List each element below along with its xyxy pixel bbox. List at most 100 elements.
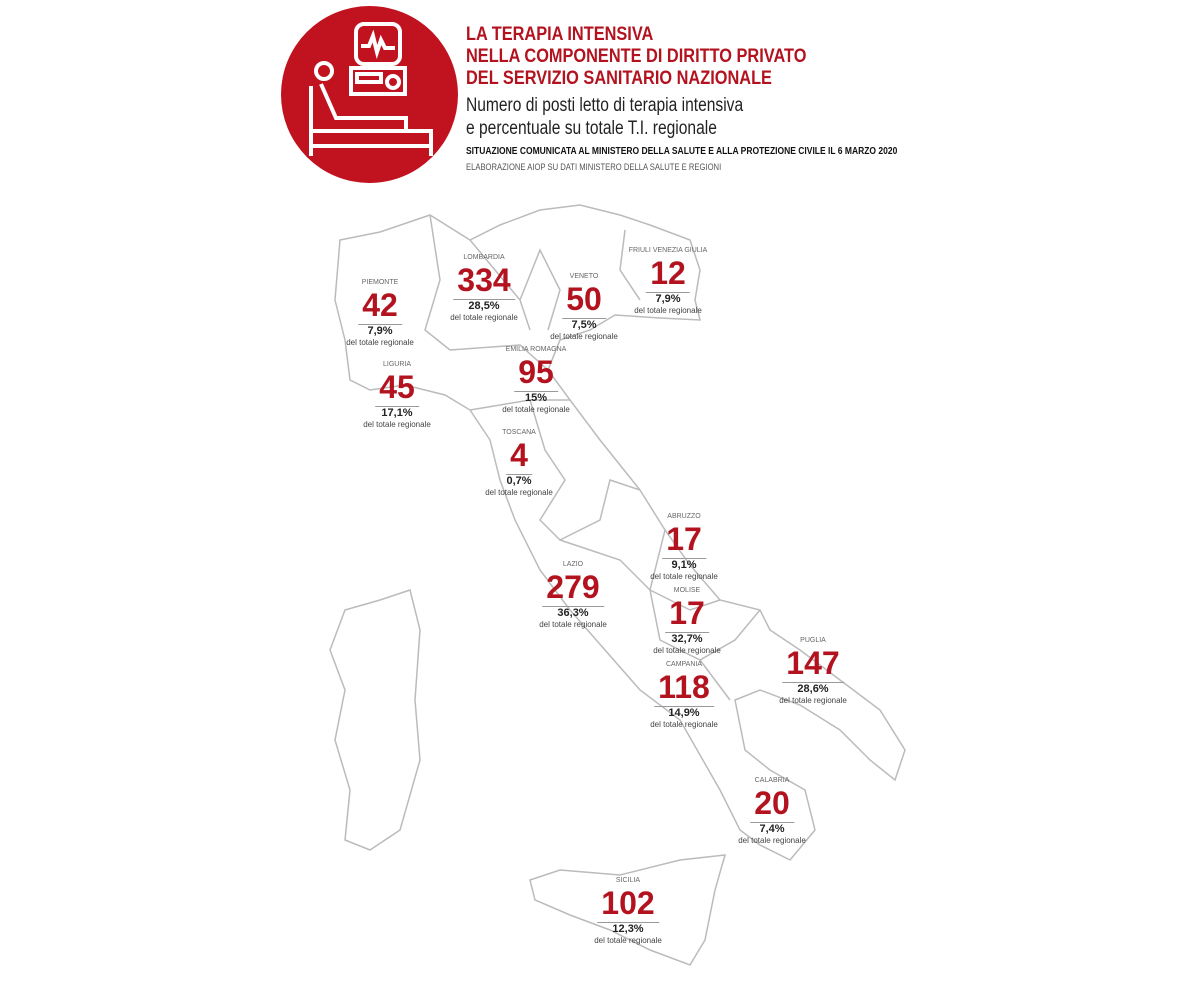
bed-count-row: 95 [502, 354, 570, 392]
subtitle-line: Numero di posti letto di terapia intensi… [466, 95, 744, 116]
bed-count: 4 [506, 437, 532, 475]
bed-count-row: 4 [485, 437, 553, 475]
region-name: LIGURIA [382, 361, 412, 368]
bed-count-row: 147 [779, 645, 847, 683]
region-label-emilia-romagna: EMILIA ROMAGNA 95 15% del totale regionale [502, 345, 570, 415]
percentage: 12,3% [612, 923, 644, 935]
region-name: EMILIA ROMAGNA [505, 346, 567, 353]
bed-count: 20 [750, 785, 794, 823]
subtitle-line: e percentuale su totale T.I. regionale [466, 118, 717, 139]
bed-count-row: 12 [629, 255, 708, 293]
region-label-lombardia: LOMBARDIA 334 28,5% del totale regionale [450, 253, 518, 323]
percentage-note: del totale regionale [485, 488, 553, 497]
percentage: 0,7% [506, 475, 532, 487]
bed-count-row: 45 [363, 369, 431, 407]
bed-count: 45 [375, 369, 419, 407]
percentage-note: del totale regionale [650, 572, 718, 581]
bed-count-row: 50 [550, 281, 618, 319]
percentage-note: del totale regionale [650, 720, 718, 729]
bed-count: 95 [514, 354, 558, 392]
region-borders [424, 214, 761, 701]
bed-count: 118 [654, 669, 714, 707]
percentage: 7,9% [367, 325, 393, 337]
percentage-note: del totale regionale [450, 313, 518, 322]
region-label-veneto: VENETO 50 7,5% del totale regionale [550, 272, 618, 342]
region-label-campania: CAMPANIA 118 14,9% del totale regionale [650, 660, 718, 730]
percentage-note: del totale regionale [346, 338, 414, 347]
percentage-note: del totale regionale [363, 420, 431, 429]
region-label-toscana: TOSCANA 4 0,7% del totale regionale [485, 428, 553, 498]
bed-count-row: 17 [650, 521, 718, 559]
region-name: SICILIA [615, 877, 641, 884]
percentage: 9,1% [671, 559, 697, 571]
percentage-note: del totale regionale [634, 306, 702, 315]
bed-count: 102 [597, 885, 659, 923]
percentage-note: del totale regionale [539, 620, 607, 629]
region-label-liguria: LIGURIA 45 17,1% del totale regionale [363, 360, 431, 430]
bed-count: 17 [662, 521, 706, 559]
percentage-note: del totale regionale [779, 696, 847, 705]
region-name: CAMPANIA [665, 661, 703, 668]
bed-count-row: 102 [594, 885, 662, 923]
bed-count: 50 [562, 281, 606, 319]
page-title: LA TERAPIA INTENSIVA NELLA COMPONENTE DI… [466, 24, 806, 90]
region-name: LOMBARDIA [463, 254, 505, 261]
region-label-sicilia: SICILIA 102 12,3% del totale regionale [594, 876, 662, 946]
percentage: 36,3% [557, 607, 589, 619]
mainland-outline [334, 204, 906, 861]
percentage: 14,9% [668, 707, 700, 719]
percentage: 32,7% [671, 633, 703, 645]
region-name: PIEMONTE [361, 279, 399, 286]
bed-count-row: 279 [539, 569, 607, 607]
percentage: 7,5% [571, 319, 597, 331]
bed-count-row: 20 [738, 785, 806, 823]
bed-count: 279 [542, 569, 604, 607]
subtitle: Numero di posti letto di terapia intensi… [466, 94, 743, 140]
region-label-friuli-venezia-giulia: FRIULI VENEZIA GIULIA 12 7,9% del totale re… [629, 246, 708, 316]
bed-count-row: 118 [650, 669, 718, 707]
percentage: 15% [524, 392, 548, 404]
region-name: MOLISE [673, 587, 701, 594]
sardinia-outline [329, 589, 421, 851]
bed-count: 42 [358, 287, 402, 325]
region-name: CALABRIA [754, 777, 790, 784]
percentage-note: del totale regionale [738, 836, 806, 845]
title-line: LA TERAPIA INTENSIVA [466, 24, 654, 45]
bed-count-row: 42 [346, 287, 414, 325]
sicily-outline [529, 854, 727, 966]
region-name: VENETO [569, 273, 599, 280]
title-line: DEL SERVIZIO SANITARIO NAZIONALE [466, 68, 772, 89]
percentage-note: del totale regionale [653, 646, 721, 655]
percentage: 7,4% [759, 823, 785, 835]
region-name: TOSCANA [502, 429, 536, 436]
region-name: FRIULI VENEZIA GIULIA [628, 247, 708, 254]
region-label-abruzzo: ABRUZZO 17 9,1% del totale regionale [650, 512, 718, 582]
region-name: ABRUZZO [667, 513, 701, 520]
region-label-molise: MOLISE 17 32,7% del totale regionale [653, 586, 721, 656]
bed-count: 17 [665, 595, 709, 633]
region-label-puglia: PUGLIA 147 28,6% del totale regionale [779, 636, 847, 706]
percentage: 28,5% [468, 300, 500, 312]
region-name: PUGLIA [800, 637, 826, 644]
source-note: ELABORAZIONE AIOP SU DATI MINISTERO DELL… [466, 162, 722, 172]
region-name: LAZIO [562, 561, 584, 568]
region-label-piemonte: PIEMONTE 42 7,9% del totale regionale [346, 278, 414, 348]
bed-count: 12 [646, 255, 690, 293]
percentage-note: del totale regionale [594, 936, 662, 945]
icu-bed-monitor-icon [281, 6, 458, 183]
bed-count-row: 334 [450, 262, 518, 300]
percentage: 28,6% [797, 683, 829, 695]
bed-count: 147 [782, 645, 844, 683]
percentage: 17,1% [381, 407, 413, 419]
percentage-note: del totale regionale [502, 405, 570, 414]
title-line: NELLA COMPONENTE DI DIRITTO PRIVATO [466, 46, 807, 67]
region-label-calabria: CALABRIA 20 7,4% del totale regionale [738, 776, 806, 846]
percentage: 7,9% [655, 293, 681, 305]
source-main: SITUAZIONE COMUNICATA AL MINISTERO DELLA… [466, 146, 898, 157]
percentage-note: del totale regionale [550, 332, 618, 341]
bed-count-row: 17 [653, 595, 721, 633]
bed-count: 334 [453, 262, 515, 300]
region-label-lazio: LAZIO 279 36,3% del totale regionale [539, 560, 607, 630]
